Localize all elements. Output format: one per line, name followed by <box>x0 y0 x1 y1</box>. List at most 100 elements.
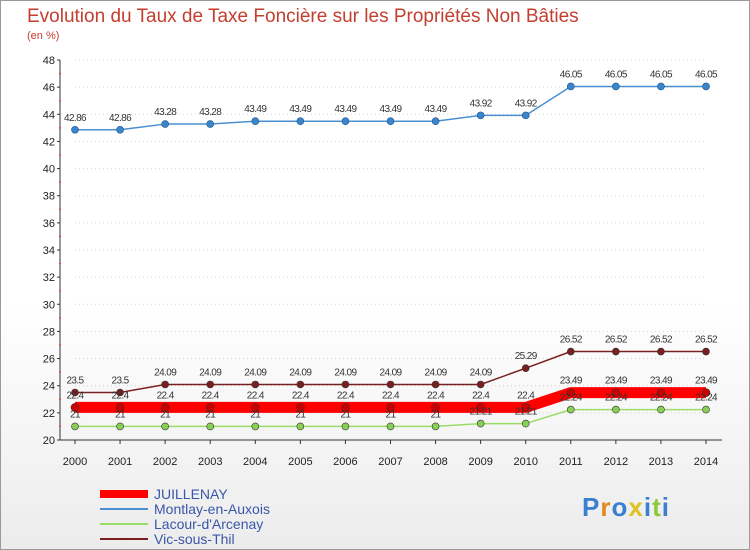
data-point <box>476 403 485 412</box>
data-point <box>521 419 530 428</box>
data-point <box>521 364 530 373</box>
x-tick-label: 2001 <box>108 456 132 468</box>
data-label: 22.4 <box>472 390 490 401</box>
data-label: 24.09 <box>425 367 448 378</box>
logo-letter: r <box>600 492 612 522</box>
data-point <box>251 380 260 389</box>
legend-swatch-montlay <box>100 507 148 510</box>
data-point <box>251 422 260 431</box>
data-point <box>71 422 79 431</box>
legend-item-vic: Vic-sous-Thil <box>100 531 270 547</box>
data-label: 46.05 <box>650 69 673 80</box>
y-minor-tick <box>59 316 61 319</box>
data-point <box>250 403 260 412</box>
legend-swatch-lacour <box>100 522 148 525</box>
x-tick-label: 2008 <box>423 456 447 468</box>
data-label: 24.09 <box>244 367 267 378</box>
data-label: 46.05 <box>560 69 583 80</box>
data-label: 42.86 <box>109 113 132 124</box>
logo-letter: o <box>611 492 629 522</box>
data-point <box>205 403 215 412</box>
data-point <box>341 117 350 126</box>
y-tick-label: 36 <box>43 218 55 230</box>
data-label: 43.49 <box>379 104 402 115</box>
data-point <box>341 380 350 389</box>
data-point <box>431 117 440 126</box>
data-label: 21 <box>340 409 351 420</box>
data-point <box>431 422 440 431</box>
x-tick-label: 2005 <box>288 456 312 468</box>
data-point <box>386 403 395 412</box>
x-tick-label: 2009 <box>468 456 492 468</box>
data-label: 23.5 <box>66 376 84 387</box>
data-point <box>701 388 711 397</box>
data-label: 22.4 <box>292 390 310 401</box>
chart-title: Evolution du Taux de Taxe Foncière sur l… <box>27 6 579 27</box>
data-point <box>521 111 530 120</box>
y-minor-tick <box>59 262 61 265</box>
data-label: 43.28 <box>154 107 177 118</box>
data-point <box>431 380 440 389</box>
logo-letter: i <box>643 492 653 522</box>
logo-letter: P <box>582 492 601 522</box>
data-point <box>476 111 485 120</box>
data-label: 43.49 <box>425 104 448 115</box>
x-tick-label: 2007 <box>378 456 402 468</box>
y-tick-label: 42 <box>43 136 55 148</box>
data-label: 24.09 <box>334 367 357 378</box>
x-tick-label: 2003 <box>198 456 222 468</box>
data-point <box>612 405 620 414</box>
data-label: 24.09 <box>289 367 312 378</box>
data-label: 22.4 <box>66 390 84 401</box>
data-label: 43.92 <box>515 98 538 109</box>
legend-label-montlay: Montlay-en-Auxois <box>154 500 270 517</box>
data-label: 43.92 <box>470 98 493 109</box>
data-point <box>702 82 710 91</box>
legend-item-juillenay: JUILLENAY <box>100 485 270 502</box>
data-label: 23.5 <box>112 376 130 387</box>
y-tick-label: 40 <box>43 164 55 176</box>
legend-item-montlay: Montlay-en-Auxois <box>100 500 270 517</box>
data-label: 22.24 <box>560 393 583 404</box>
data-label: 22.4 <box>337 390 355 401</box>
data-label: 42.86 <box>64 113 87 124</box>
x-tick-label: 2011 <box>559 456 583 468</box>
data-label: 22.24 <box>605 393 628 404</box>
y-tick-label: 46 <box>43 82 55 94</box>
data-label: 22.24 <box>650 393 673 404</box>
data-label: 43.49 <box>289 104 312 115</box>
data-label: 22.4 <box>517 390 535 401</box>
data-point <box>161 120 169 128</box>
y-minor-tick <box>59 371 61 374</box>
y-minor-tick <box>59 208 61 211</box>
data-label: 21.21 <box>515 407 538 418</box>
data-point <box>341 403 350 412</box>
data-label: 21 <box>431 409 442 420</box>
x-tick-label: 2014 <box>694 456 718 468</box>
data-label: 21.21 <box>470 407 493 418</box>
y-minor-tick <box>59 344 61 346</box>
y-minor-tick <box>59 235 61 238</box>
data-label: 43.49 <box>334 104 357 115</box>
y-tick-label: 22 <box>43 408 55 420</box>
data-label: 21 <box>205 409 216 420</box>
data-point <box>702 405 710 414</box>
x-tick-label: 2013 <box>649 456 673 468</box>
y-tick-label: 44 <box>43 109 55 121</box>
data-label: 21 <box>295 409 306 420</box>
data-label: 24.09 <box>199 367 222 378</box>
data-point <box>656 388 666 397</box>
data-label: 21 <box>115 409 126 420</box>
data-point <box>386 380 395 389</box>
data-label: 22.4 <box>202 390 220 401</box>
data-label: 21 <box>386 409 397 420</box>
data-point <box>476 380 485 389</box>
x-tick-label: 2006 <box>333 456 357 468</box>
data-point <box>161 380 169 389</box>
data-label: 23.49 <box>695 376 718 387</box>
data-label: 22.4 <box>247 390 265 401</box>
data-point <box>296 403 305 412</box>
legend-label-juillenay: JUILLENAY <box>154 485 228 502</box>
data-point <box>161 422 169 431</box>
